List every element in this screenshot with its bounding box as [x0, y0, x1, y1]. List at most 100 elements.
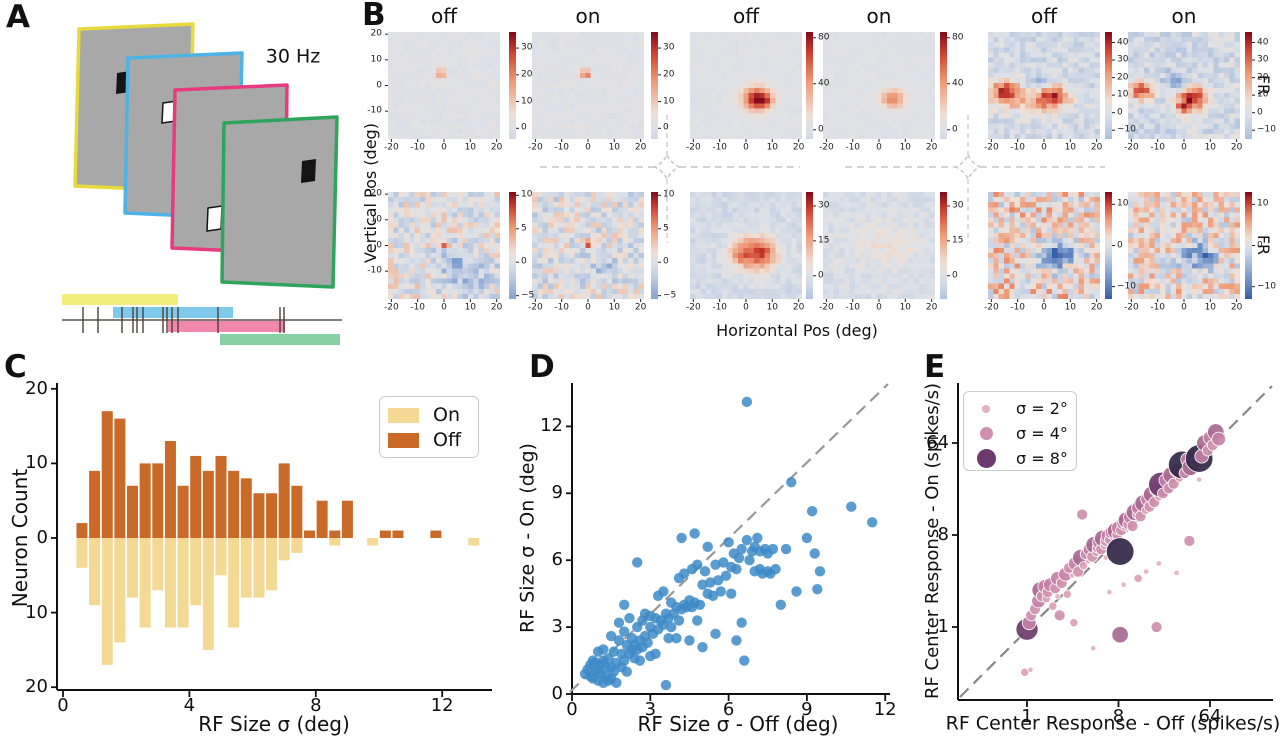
c-legend-swatch-on [388, 408, 419, 423]
b-x-tick-label: -20 [984, 142, 999, 153]
c-bar-off [139, 463, 151, 538]
b-col-title-on-1: on [575, 4, 601, 28]
c-x-axis-label: RF Size σ (deg) [198, 712, 350, 736]
b-x-tick-label: -10 [845, 302, 861, 313]
e-scatter-point [1105, 537, 1135, 566]
c-bar-on [164, 538, 176, 628]
b-x-tick-label: -10 [1150, 142, 1166, 153]
d-scatter-point [684, 635, 695, 646]
b-x-tick-label: 10 [608, 142, 621, 153]
b-y-tick-label: 10 [370, 54, 382, 65]
c-x-tick-label: 4 [183, 695, 196, 716]
d-scatter-point [780, 543, 792, 555]
c-x-tick-label: 8 [310, 695, 322, 716]
d-scatter-point [712, 575, 724, 586]
b-x-tick-label: 0 [743, 302, 749, 313]
d-scatter-point [692, 559, 703, 570]
b-col-title-off-4: off [1030, 4, 1058, 28]
colorbar-pair1-bottom-on [651, 192, 658, 299]
d-scatter-point [689, 528, 700, 539]
epoch-bar-yellow [62, 294, 178, 305]
colorbar-tick-label: 30 [952, 200, 964, 211]
colorbar-pair2-top-on [940, 32, 947, 139]
b-x-tick-label: -20 [384, 142, 399, 153]
d-scatter-point [801, 532, 813, 544]
colorbar-tick-label: −10 [1117, 124, 1136, 135]
b-x-tick-label: -10 [410, 142, 426, 153]
colorbar-tick-label: 30 [1117, 54, 1129, 65]
b-y-tick-label: 20 [370, 188, 382, 199]
b-x-tick-label: 10 [1064, 302, 1077, 313]
b-x-tick-label: 20 [792, 302, 805, 313]
b-x-tick-label: -20 [528, 302, 543, 313]
e-x-tick-label: 8 [1112, 706, 1125, 727]
colorbar-tick-label: 40 [818, 78, 830, 89]
colorbar-pair3-bottom-on [1245, 192, 1252, 299]
c-y-tick-label: 10 [25, 601, 48, 623]
c-legend-label-off: Off [433, 429, 462, 451]
d-scatter-point [660, 679, 672, 691]
heatmap-pair2-top-on [823, 32, 935, 139]
colorbar-tick-label: 20 [1257, 72, 1269, 83]
b-x-tick-label: 10 [1204, 302, 1217, 313]
d-y-axis-label: RF Size σ - On (deg) [516, 443, 539, 633]
b-x-tick-label: 20 [925, 142, 938, 153]
heatmap-pair2-bottom-off [690, 192, 802, 299]
heatmap-pair1-bottom-on [532, 192, 644, 299]
d-scatter-point [619, 626, 630, 637]
c-bar-on [215, 538, 227, 576]
c-y-tick-label: 20 [25, 676, 48, 698]
b-x-tick-label: 20 [1090, 142, 1103, 153]
d-scatter-point [663, 633, 674, 644]
colorbar-pair3-bottom-off [1105, 192, 1112, 299]
c-bar-on [266, 538, 278, 591]
panel-b-label: B [362, 0, 386, 33]
c-bar-off [266, 493, 278, 538]
b-x-tick-label: 20 [792, 142, 805, 153]
b-x-tick-label: -10 [554, 142, 570, 153]
b-x-tick-label: 0 [1181, 142, 1187, 153]
c-y-tick-label: 10 [25, 452, 48, 474]
d-scatter-point [731, 635, 742, 646]
colorbar-tick-label: 10 [1117, 89, 1129, 100]
e-scatter-point [1155, 560, 1162, 567]
d-x-tick-label: 0 [566, 699, 578, 720]
colorbar-tick-label: 10 [1257, 89, 1269, 100]
b-y-tick-label: -10 [367, 105, 382, 116]
colorbar-tick-label: 10 [521, 189, 533, 200]
c-bar-on [278, 538, 290, 561]
b-x-tick-label: 20 [634, 142, 647, 153]
c-x-tick-label: 0 [57, 695, 69, 716]
colorbar-tick-label: 0 [1117, 240, 1123, 250]
c-bar-off [379, 530, 391, 538]
c-legend-row-on: On [388, 403, 470, 428]
colorbar-tick-label: 30 [818, 200, 830, 211]
colorbar-tick-label: 10 [1117, 198, 1129, 209]
b-x-axis-label: Horizontal Pos (deg) [716, 321, 878, 340]
e-scatter-point [1106, 588, 1113, 596]
b-x-tick-label: 0 [585, 142, 591, 153]
e-scatter-point [1053, 609, 1066, 622]
d-x-tick-label: 3 [644, 699, 657, 720]
colorbar-tick-label: −10 [1117, 281, 1136, 292]
b-x-tick-label: -20 [1124, 302, 1139, 313]
d-scatter-point [702, 541, 713, 553]
b-x-tick-label: 10 [464, 142, 477, 153]
e-legend: σ = 2° σ = 4° σ = 8° [963, 391, 1077, 471]
c-legend-swatch-off [388, 433, 419, 448]
b-col-title-on-3: on [866, 4, 892, 28]
colorbar-pair2-bottom-on [940, 192, 947, 299]
d-scatter-point [741, 534, 753, 546]
c-bar-on [253, 538, 265, 598]
colorbar-tick-label: 5 [663, 223, 669, 234]
c-bar-on [329, 538, 341, 546]
e-y-tick-label: 8 [937, 524, 949, 545]
e-legend-label-sigma4: σ = 4° [1016, 423, 1068, 443]
d-scatter-point [809, 548, 820, 559]
colorbar-tick-label: 0 [1117, 107, 1123, 118]
c-bar-on [177, 538, 189, 628]
c-bar-off [341, 500, 353, 538]
d-scatter-point [624, 612, 635, 624]
d-scatter-point [786, 476, 797, 488]
